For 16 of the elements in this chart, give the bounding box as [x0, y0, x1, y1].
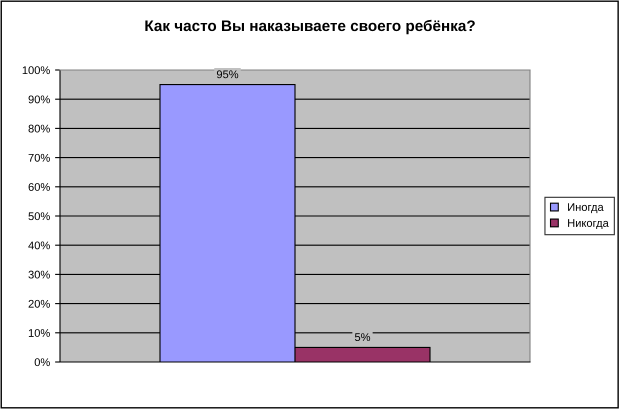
y-tick-label: 40% — [28, 241, 50, 250]
y-tick-label: 50% — [28, 212, 50, 220]
y-tick-label: 100% — [22, 66, 50, 74]
legend-label: Никогда — [568, 219, 609, 230]
data-label: 5% — [354, 333, 370, 342]
y-tick-label: 80% — [28, 124, 50, 133]
y-tick-label: 20% — [28, 300, 50, 308]
y-tick-label: 60% — [28, 183, 50, 191]
chart-title: Как часто Вы наказываете своего ребёнка? — [145, 20, 475, 34]
y-tick-label: 0% — [34, 358, 50, 366]
y-tick-label: 10% — [28, 329, 50, 337]
data-label: 95% — [216, 70, 238, 78]
y-tick-label: 70% — [28, 154, 50, 162]
legend-label: Иногда — [568, 203, 604, 214]
y-tick-label: 30% — [28, 270, 50, 279]
y-tick-label: 90% — [28, 95, 50, 104]
